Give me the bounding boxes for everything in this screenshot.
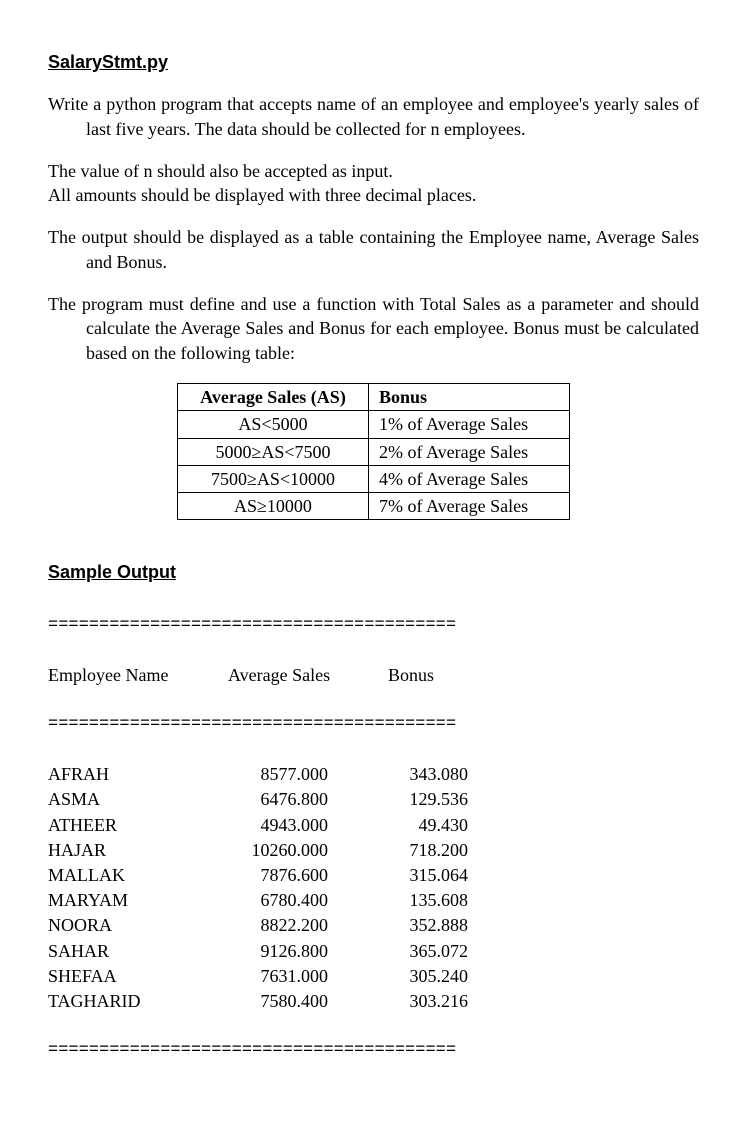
output-cell-avg: 7580.400 bbox=[218, 989, 358, 1014]
cell-bonus: 1% of Average Sales bbox=[369, 411, 570, 438]
paragraph-4: The program must define and use a functi… bbox=[48, 292, 699, 365]
paragraph-2a: The value of n should also be accepted a… bbox=[48, 161, 393, 181]
page-title: SalaryStmt.py bbox=[48, 50, 699, 74]
output-data-row: ASMA6476.800129.536 bbox=[48, 787, 699, 812]
cell-as: AS≥10000 bbox=[178, 493, 369, 520]
output-header-bonus: Bonus bbox=[358, 663, 498, 688]
output-data-row: MARYAM6780.400135.608 bbox=[48, 888, 699, 913]
paragraph-2: The value of n should also be accepted a… bbox=[48, 159, 699, 208]
output-cell-avg: 4943.000 bbox=[218, 813, 358, 838]
bonus-rules-table: Average Sales (AS) Bonus AS<5000 1% of A… bbox=[177, 383, 570, 520]
output-cell-bonus: 365.072 bbox=[358, 939, 468, 964]
separator-line: ======================================== bbox=[48, 713, 699, 737]
output-data-row: ATHEER4943.00049.430 bbox=[48, 813, 699, 838]
table-row: 7500≥AS<10000 4% of Average Sales bbox=[178, 465, 570, 492]
output-cell-name: ASMA bbox=[48, 787, 218, 812]
output-cell-bonus: 718.200 bbox=[358, 838, 468, 863]
paragraph-1: Write a python program that accepts name… bbox=[48, 92, 699, 141]
cell-bonus: 4% of Average Sales bbox=[369, 465, 570, 492]
separator-line: ======================================== bbox=[48, 1039, 699, 1063]
output-cell-name: NOORA bbox=[48, 913, 218, 938]
output-cell-name: MARYAM bbox=[48, 888, 218, 913]
table-row: AS<5000 1% of Average Sales bbox=[178, 411, 570, 438]
cell-bonus: 2% of Average Sales bbox=[369, 438, 570, 465]
output-header-name: Employee Name bbox=[48, 663, 218, 688]
output-header-row: Employee NameAverage SalesBonus bbox=[48, 663, 699, 688]
output-cell-name: TAGHARID bbox=[48, 989, 218, 1014]
output-cell-avg: 7631.000 bbox=[218, 964, 358, 989]
paragraph-3: The output should be displayed as a tabl… bbox=[48, 225, 699, 274]
output-cell-bonus: 129.536 bbox=[358, 787, 468, 812]
paragraph-2b: All amounts should be displayed with thr… bbox=[48, 185, 476, 205]
output-cell-name: SHEFAA bbox=[48, 964, 218, 989]
output-cell-name: AFRAH bbox=[48, 762, 218, 787]
output-cell-avg: 10260.000 bbox=[218, 838, 358, 863]
separator-line: ======================================== bbox=[48, 614, 699, 638]
table-header-row: Average Sales (AS) Bonus bbox=[178, 383, 570, 410]
output-cell-avg: 8577.000 bbox=[218, 762, 358, 787]
output-cell-avg: 7876.600 bbox=[218, 863, 358, 888]
sample-output-heading: Sample Output bbox=[48, 560, 699, 584]
output-cell-bonus: 305.240 bbox=[358, 964, 468, 989]
cell-as: 5000≥AS<7500 bbox=[178, 438, 369, 465]
output-cell-avg: 6476.800 bbox=[218, 787, 358, 812]
output-header-avg: Average Sales bbox=[218, 663, 358, 688]
output-cell-bonus: 315.064 bbox=[358, 863, 468, 888]
table-row: 5000≥AS<7500 2% of Average Sales bbox=[178, 438, 570, 465]
cell-as: 7500≥AS<10000 bbox=[178, 465, 369, 492]
header-bonus: Bonus bbox=[369, 383, 570, 410]
output-cell-name: SAHAR bbox=[48, 939, 218, 964]
output-cell-bonus: 135.608 bbox=[358, 888, 468, 913]
output-cell-name: ATHEER bbox=[48, 813, 218, 838]
sample-output-block: ========================================… bbox=[48, 589, 699, 1089]
output-cell-name: MALLAK bbox=[48, 863, 218, 888]
header-average-sales: Average Sales (AS) bbox=[178, 383, 369, 410]
output-data-row: MALLAK7876.600315.064 bbox=[48, 863, 699, 888]
output-cell-bonus: 49.430 bbox=[358, 813, 468, 838]
output-cell-avg: 9126.800 bbox=[218, 939, 358, 964]
cell-as: AS<5000 bbox=[178, 411, 369, 438]
output-cell-avg: 8822.200 bbox=[218, 913, 358, 938]
output-data-row: AFRAH8577.000343.080 bbox=[48, 762, 699, 787]
output-data-row: HAJAR10260.000718.200 bbox=[48, 838, 699, 863]
output-data-row: SAHAR9126.800365.072 bbox=[48, 939, 699, 964]
output-cell-name: HAJAR bbox=[48, 838, 218, 863]
output-data-row: SHEFAA7631.000305.240 bbox=[48, 964, 699, 989]
output-data-row: TAGHARID7580.400303.216 bbox=[48, 989, 699, 1014]
cell-bonus: 7% of Average Sales bbox=[369, 493, 570, 520]
output-cell-bonus: 343.080 bbox=[358, 762, 468, 787]
output-cell-avg: 6780.400 bbox=[218, 888, 358, 913]
output-cell-bonus: 303.216 bbox=[358, 989, 468, 1014]
output-data-row: NOORA8822.200352.888 bbox=[48, 913, 699, 938]
table-row: AS≥10000 7% of Average Sales bbox=[178, 493, 570, 520]
output-cell-bonus: 352.888 bbox=[358, 913, 468, 938]
